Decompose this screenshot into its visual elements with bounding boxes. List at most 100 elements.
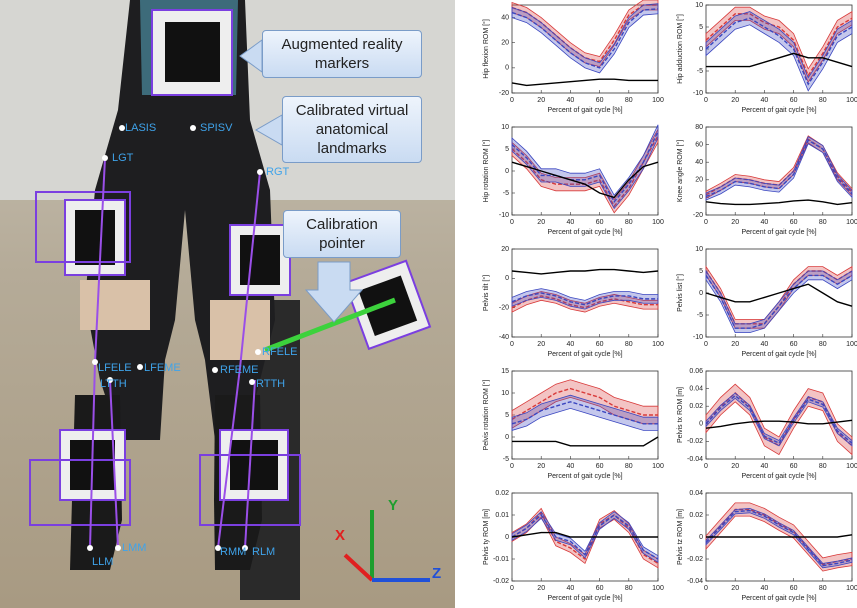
y-tick-label: 0 — [699, 46, 703, 53]
x-tick-label: 60 — [596, 97, 604, 104]
x-tick-label: 60 — [790, 585, 798, 592]
y-tick-label: 5 — [699, 24, 703, 31]
y-tick-label: 60 — [695, 141, 703, 148]
x-tick-label: 60 — [790, 219, 798, 226]
y-tick-label: -5 — [697, 312, 703, 319]
y-tick-label: 5 — [505, 146, 509, 153]
x-tick-label: 20 — [537, 463, 545, 470]
y-tick-label: -10 — [499, 212, 509, 219]
x-tick-label: 100 — [652, 219, 664, 226]
x-axis-label: Percent of gait cycle [%] — [741, 473, 816, 480]
y-tick-label: 0 — [505, 275, 509, 282]
x-axis-label: Percent of gait cycle [%] — [547, 107, 622, 114]
y-axis-label: Pelvis rotation ROM [°] — [482, 380, 490, 451]
x-tick-label: 60 — [790, 97, 798, 104]
x-tick-label: 20 — [731, 341, 739, 348]
x-tick-label: 40 — [761, 463, 769, 470]
y-tick-label: 10 — [695, 2, 703, 9]
x-tick-label: 40 — [761, 97, 769, 104]
y-tick-label: -5 — [697, 68, 703, 75]
x-tick-label: 40 — [567, 97, 575, 104]
x-tick-label: 80 — [625, 97, 633, 104]
y-tick-label: -5 — [503, 190, 509, 197]
y-tick-label: 0 — [699, 421, 703, 428]
x-tick-label: 100 — [846, 341, 857, 348]
x-axis-label: Percent of gait cycle [%] — [741, 107, 816, 114]
x-tick-label: 0 — [510, 463, 514, 470]
y-tick-label: 0 — [699, 534, 703, 541]
x-tick-label: 80 — [625, 341, 633, 348]
x-tick-label: 80 — [819, 585, 827, 592]
x-tick-label: 100 — [846, 97, 857, 104]
y-tick-label: 20 — [501, 40, 509, 47]
y-axis-label: Pelvis list [°] — [676, 274, 684, 312]
x-tick-label: 60 — [596, 463, 604, 470]
y-tick-label: -0.04 — [687, 456, 703, 463]
y-tick-label: 0.04 — [689, 385, 703, 392]
x-tick-label: 100 — [846, 219, 857, 226]
y-tick-label: 80 — [695, 124, 703, 131]
x-tick-label: 20 — [731, 219, 739, 226]
x-tick-label: 0 — [704, 341, 708, 348]
x-tick-label: 80 — [625, 585, 633, 592]
x-tick-label: 0 — [510, 341, 514, 348]
x-axis-label: Percent of gait cycle [%] — [547, 595, 622, 602]
x-tick-label: 60 — [790, 463, 798, 470]
y-tick-label: -10 — [693, 90, 703, 97]
y-axis-label: Hip adduction ROM [°] — [676, 14, 684, 84]
x-axis-label: Percent of gait cycle [%] — [547, 229, 622, 236]
x-tick-label: 80 — [819, 97, 827, 104]
x-axis-label: Percent of gait cycle [%] — [547, 473, 622, 480]
x-tick-label: 0 — [704, 219, 708, 226]
x-tick-label: 40 — [567, 219, 575, 226]
y-axis-label: Pelvis tz ROM [m] — [677, 509, 684, 565]
x-tick-label: 0 — [510, 219, 514, 226]
y-tick-label: 0.06 — [689, 368, 703, 375]
x-tick-label: 0 — [704, 97, 708, 104]
y-tick-label: 0.04 — [689, 490, 703, 497]
x-tick-label: 80 — [819, 463, 827, 470]
y-tick-label: 10 — [695, 246, 703, 253]
y-axis-label: Hip rotation ROM [°] — [482, 140, 490, 203]
charts: -2002040020406080100Percent of gait cycl… — [0, 0, 857, 608]
x-tick-label: 80 — [819, 219, 827, 226]
y-tick-label: 40 — [501, 14, 509, 21]
x-tick-label: 20 — [731, 97, 739, 104]
y-tick-label: 0 — [505, 65, 509, 72]
x-tick-label: 20 — [537, 341, 545, 348]
x-tick-label: 20 — [731, 463, 739, 470]
y-tick-label: 10 — [501, 124, 509, 131]
y-tick-label: -20 — [693, 212, 703, 219]
y-axis-label: Pelvis tilt [°] — [482, 275, 490, 311]
x-tick-label: 40 — [761, 585, 769, 592]
y-tick-label: -0.02 — [687, 556, 703, 563]
x-tick-label: 60 — [790, 341, 798, 348]
y-tick-label: -40 — [499, 334, 509, 341]
x-tick-label: 0 — [510, 97, 514, 104]
x-tick-label: 0 — [704, 585, 708, 592]
x-tick-label: 80 — [819, 341, 827, 348]
y-tick-label: 0.01 — [495, 512, 509, 519]
y-axis-label: Hip flexion ROM [°] — [482, 19, 490, 79]
x-tick-label: 100 — [652, 341, 664, 348]
y-tick-label: -5 — [503, 456, 509, 463]
y-tick-label: 10 — [501, 390, 509, 397]
x-tick-label: 100 — [652, 585, 664, 592]
y-tick-label: -10 — [693, 334, 703, 341]
y-axis-label: Knee angle ROM [°] — [676, 140, 684, 202]
x-tick-label: 60 — [596, 219, 604, 226]
y-tick-label: -20 — [499, 90, 509, 97]
x-tick-label: 80 — [625, 219, 633, 226]
x-tick-label: 80 — [625, 463, 633, 470]
y-tick-label: 40 — [695, 159, 703, 166]
y-axis-label: Pelvis tx ROM [m] — [677, 387, 684, 443]
y-tick-label: 0.02 — [495, 490, 509, 497]
x-tick-label: 40 — [761, 341, 769, 348]
x-axis-label: Percent of gait cycle [%] — [547, 351, 622, 358]
y-tick-label: 20 — [501, 246, 509, 253]
x-tick-label: 100 — [846, 463, 857, 470]
x-axis-label: Percent of gait cycle [%] — [741, 351, 816, 358]
y-tick-label: -0.04 — [687, 578, 703, 585]
x-tick-label: 100 — [652, 97, 664, 104]
y-tick-label: 5 — [505, 412, 509, 419]
